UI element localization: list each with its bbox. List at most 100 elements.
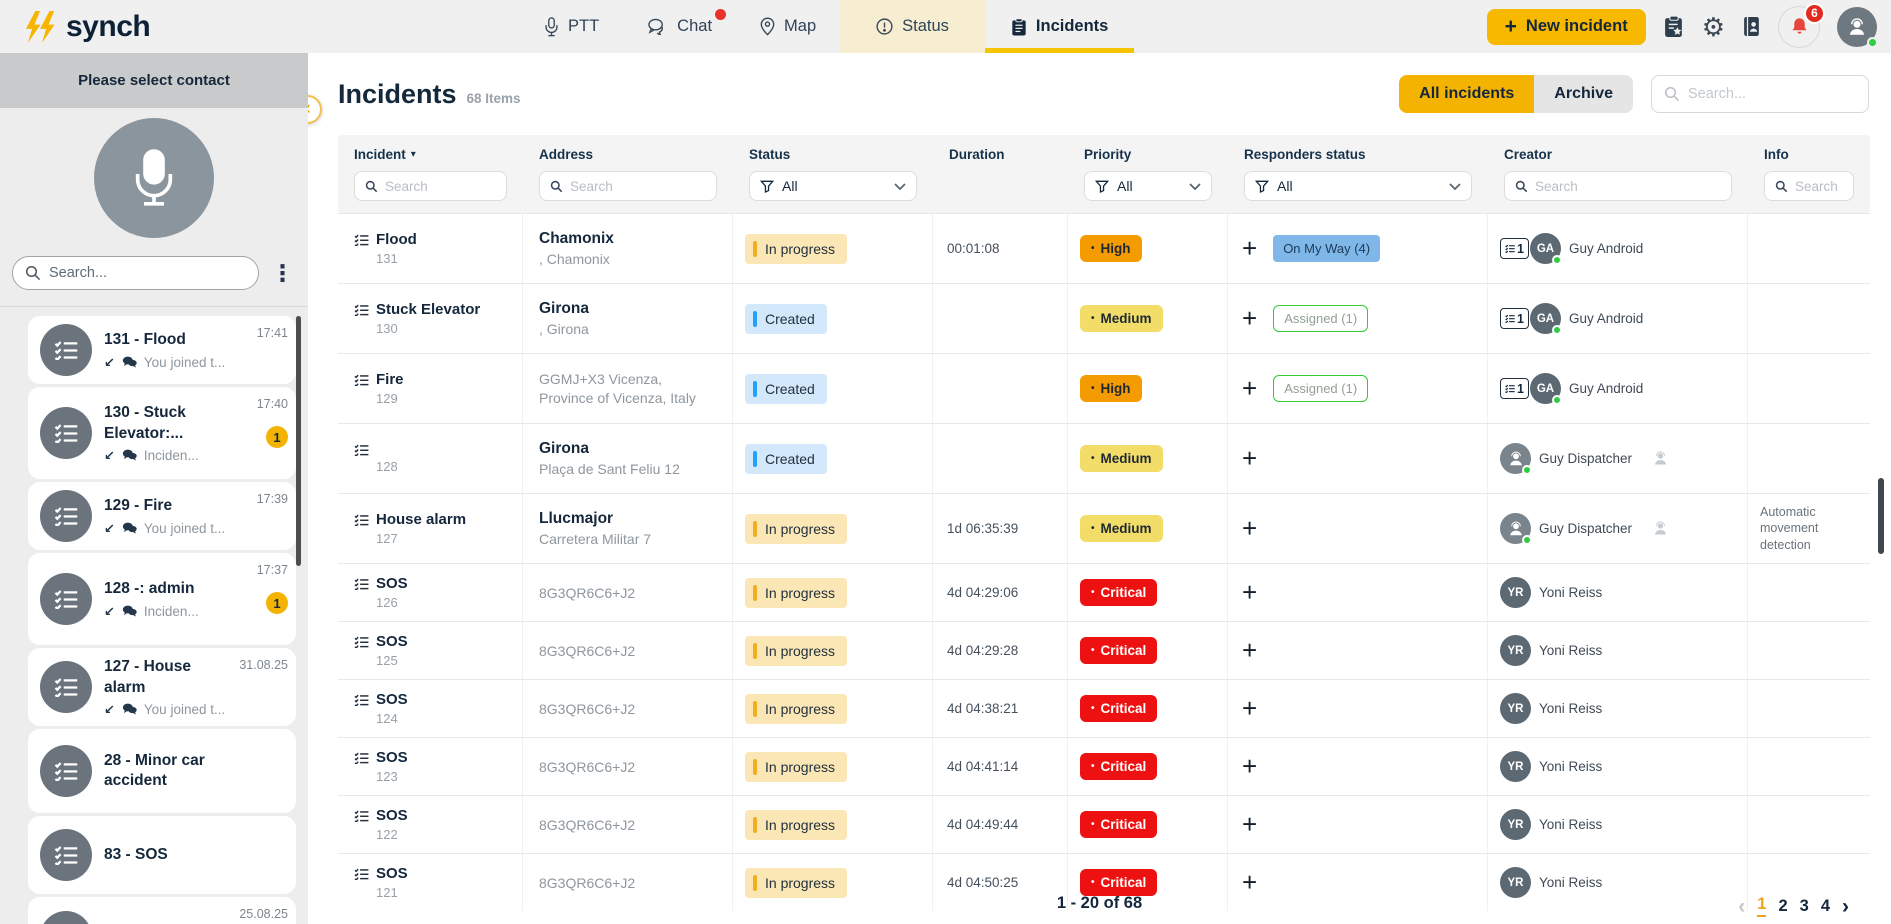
incident-row[interactable]: 128GironaPlaça de Sant Feliu 12Created•M…: [338, 423, 1870, 493]
contact-search-box[interactable]: [12, 256, 259, 290]
column-filter-search[interactable]: [539, 171, 717, 201]
status-cell: Created: [733, 284, 933, 353]
incident-row[interactable]: SOS1238G3QR6C6+J2In progress4d 04:41:14•…: [338, 737, 1870, 795]
incidents-search-input[interactable]: [1688, 86, 1856, 102]
column-filter-search[interactable]: [1764, 171, 1854, 201]
contacts-book-icon[interactable]: [1742, 16, 1761, 37]
column-header-creator: Creator: [1488, 147, 1748, 162]
contact-list-item[interactable]: 83 - SOS: [28, 816, 296, 894]
priority-badge: •High: [1080, 375, 1142, 402]
online-status-dot: [1522, 465, 1532, 475]
brand-logo[interactable]: synch: [0, 10, 150, 44]
contact-last-message: Inciden...: [144, 448, 199, 463]
sidebar-scrollbar[interactable]: [296, 316, 301, 566]
contact-list-item[interactable]: 131 - Flood↙You joined t...17:41: [28, 316, 296, 384]
tab-all-incidents[interactable]: All incidents: [1399, 75, 1534, 113]
address-line1: Girona: [539, 440, 732, 458]
incident-number: 126: [376, 595, 522, 610]
page-prev-button[interactable]: ‹: [1738, 896, 1745, 917]
settings-gear-icon[interactable]: ⚙: [1702, 14, 1725, 40]
page-number[interactable]: 4: [1821, 897, 1830, 916]
user-avatar[interactable]: [1837, 7, 1877, 47]
notifications-bell-button[interactable]: 6: [1778, 6, 1820, 48]
column-filter-input[interactable]: [570, 179, 706, 194]
pagination-bar: 1 - 20 of 68 ‹1234›: [338, 894, 1861, 920]
column-filter-select[interactable]: All: [1244, 171, 1472, 201]
plus-icon: +: [1505, 16, 1517, 37]
nav-tab-chat[interactable]: Chat: [623, 0, 736, 53]
incidents-search-box[interactable]: [1651, 75, 1869, 113]
incident-row[interactable]: Fire129GGMJ+X3 Vicenza,Province of Vicen…: [338, 353, 1870, 423]
column-filter-search[interactable]: [354, 171, 507, 201]
contact-meta: 31.08.25: [230, 656, 288, 672]
column-filter-select[interactable]: All: [749, 171, 917, 201]
incident-row[interactable]: SOS1248G3QR6C6+J2In progress4d 04:38:21•…: [338, 679, 1870, 737]
table-scrollbar[interactable]: [1878, 478, 1884, 554]
info-cell: [1748, 214, 1870, 283]
contact-meta: [230, 737, 288, 739]
incident-row[interactable]: SOS1258G3QR6C6+J2In progress4d 04:29:28•…: [338, 621, 1870, 679]
chat-bubble-icon: [122, 356, 137, 368]
add-responder-button[interactable]: +: [1242, 582, 1257, 603]
incident-row[interactable]: Stuck Elevator130Girona, GironaCreated•M…: [338, 283, 1870, 353]
page-number[interactable]: 3: [1800, 897, 1809, 916]
unread-badge: 1: [266, 426, 288, 448]
column-filter-input[interactable]: [1795, 179, 1843, 194]
filter-select-value-wrap: All: [1095, 178, 1133, 194]
info-cell: [1748, 424, 1870, 493]
checklist-avatar-icon: [40, 573, 92, 625]
clipboard-star-icon[interactable]: [1663, 15, 1685, 38]
contact-title: 127 - House alarm: [104, 657, 230, 698]
contact-list-item[interactable]: 129 - Fire↙You joined t...17:39: [28, 482, 296, 550]
page-number[interactable]: 2: [1778, 897, 1787, 916]
add-responder-button[interactable]: +: [1242, 378, 1257, 399]
contact-list-item[interactable]: 130 - Stuck Elevator:...↙Inciden...17:40…: [28, 387, 296, 479]
nav-tab-ptt[interactable]: PTT: [520, 0, 623, 53]
incident-row[interactable]: SOS1228G3QR6C6+J2In progress4d 04:49:44•…: [338, 795, 1870, 853]
add-responder-button[interactable]: +: [1242, 448, 1257, 469]
column-filter-input[interactable]: [385, 179, 496, 194]
incident-row[interactable]: Flood131Chamonix, ChamonixIn progress00:…: [338, 213, 1870, 283]
add-responder-button[interactable]: +: [1242, 814, 1257, 835]
column-filter-select[interactable]: All: [1084, 171, 1212, 201]
nav-tab-status[interactable]: Status: [840, 0, 985, 53]
column-header-incident[interactable]: Incident▾: [338, 147, 523, 162]
incident-row[interactable]: SOS1268G3QR6C6+J2In progress4d 04:29:06•…: [338, 563, 1870, 621]
add-responder-button[interactable]: +: [1242, 872, 1257, 893]
add-responder-button[interactable]: +: [1242, 756, 1257, 777]
column-filter-input[interactable]: [1535, 179, 1721, 194]
status-badge: In progress: [745, 234, 847, 264]
contact-list-item[interactable]: 28 - Minor car accident: [28, 729, 296, 813]
nav-tab-map[interactable]: Map: [736, 0, 840, 53]
add-responder-button[interactable]: +: [1242, 640, 1257, 661]
tab-archive[interactable]: Archive: [1534, 75, 1633, 113]
new-incident-button[interactable]: + New incident: [1487, 9, 1646, 45]
add-responder-button[interactable]: +: [1242, 698, 1257, 719]
kebab-menu-button[interactable]: ⋮: [265, 262, 300, 285]
contact-list-item[interactable]: 127 - House alarm↙You joined t...31.08.2…: [28, 648, 296, 726]
creator-name: Guy Dispatcher: [1539, 451, 1632, 466]
contact-list-item[interactable]: 25.08.25: [28, 897, 296, 924]
ptt-mic-circle[interactable]: [94, 118, 214, 238]
priority-badge: •Medium: [1080, 515, 1163, 542]
add-responder-button[interactable]: +: [1242, 238, 1257, 259]
status-label: Created: [765, 311, 815, 327]
contact-search-input[interactable]: [49, 265, 246, 281]
responders-cell: +On My Way (4): [1228, 214, 1488, 283]
contact-time: 31.08.25: [239, 658, 288, 672]
add-responder-button[interactable]: +: [1242, 308, 1257, 329]
add-responder-button[interactable]: +: [1242, 518, 1257, 539]
incoming-arrow-icon: ↙: [104, 356, 115, 369]
filter-select-value: All: [782, 178, 798, 194]
incident-row[interactable]: House alarm127LlucmajorCarretera Militar…: [338, 493, 1870, 563]
contact-last-message-row: ↙Inciden...: [104, 448, 230, 463]
nav-tab-incidents[interactable]: Incidents: [985, 0, 1134, 53]
creator-name: Guy Android: [1569, 381, 1643, 396]
search-icon: [1664, 86, 1680, 102]
page-next-button[interactable]: ›: [1842, 896, 1849, 917]
nav-label-status: Status: [902, 17, 949, 36]
column-filter-search[interactable]: [1504, 171, 1732, 201]
contact-list-item[interactable]: 128 -: admin↙Inciden...17:371: [28, 553, 296, 645]
status-bar: [753, 643, 757, 659]
page-number[interactable]: 1: [1757, 895, 1766, 917]
